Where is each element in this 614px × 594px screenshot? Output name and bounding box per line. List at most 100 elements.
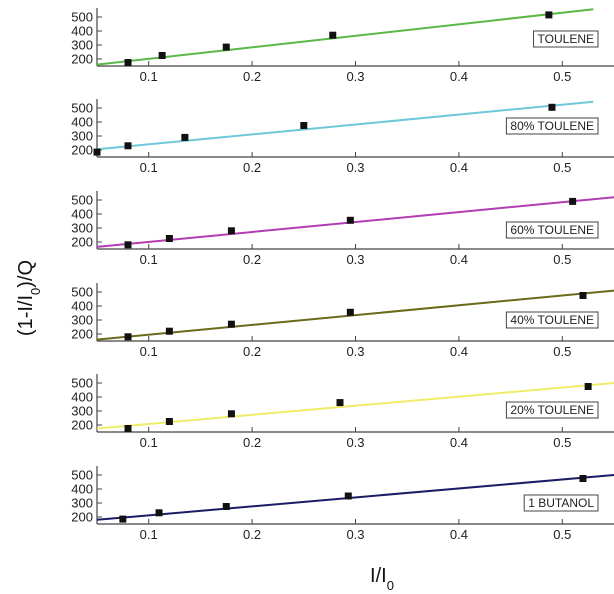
data-point xyxy=(165,418,173,425)
data-point xyxy=(336,399,344,407)
fit-line xyxy=(96,8,594,66)
legend-label: 60% TOULENE xyxy=(510,223,594,237)
x-tick-label: 0.3 xyxy=(346,160,364,175)
legend-box xyxy=(505,221,599,239)
x-tick-label: 0.1 xyxy=(140,435,158,450)
data-point xyxy=(346,216,354,224)
data-point xyxy=(300,122,308,129)
x-tick-label: 0.5 xyxy=(553,160,571,175)
x-tick-label: 0.3 xyxy=(346,527,364,542)
y-tick-label: 300 xyxy=(71,404,93,419)
y-tick-label: 200 xyxy=(71,143,93,158)
x-tick-label: 0.1 xyxy=(140,344,158,359)
y-tick-label: 500 xyxy=(71,101,93,116)
y-tick-label: 300 xyxy=(71,313,93,328)
fit-line xyxy=(96,100,594,151)
legend-label: 40% TOULENE xyxy=(510,313,594,327)
y-tick-label: 200 xyxy=(71,510,93,525)
data-point xyxy=(579,292,587,299)
y-tick-label: 400 xyxy=(71,482,93,497)
x-tick-label: 0.2 xyxy=(243,69,261,84)
data-point xyxy=(165,235,173,242)
x-tick-label: 0.4 xyxy=(450,344,468,359)
y-tick-label: 200 xyxy=(71,327,93,342)
legend-box xyxy=(533,30,599,48)
data-point xyxy=(124,333,132,341)
legend-box xyxy=(505,311,599,329)
data-point xyxy=(119,515,127,523)
x-tick-label: 0.2 xyxy=(243,344,261,359)
y-tick-label: 500 xyxy=(71,285,93,300)
data-point xyxy=(569,197,577,205)
data-point xyxy=(155,509,163,517)
fit-line xyxy=(96,196,614,248)
legend-label: TOULENE xyxy=(538,32,594,46)
fit-line xyxy=(96,474,614,521)
y-tick-label: 500 xyxy=(71,376,93,391)
data-point xyxy=(124,241,132,249)
data-point xyxy=(227,410,235,418)
data-point xyxy=(329,31,337,39)
data-point xyxy=(227,227,235,235)
data-point xyxy=(548,103,556,111)
data-point xyxy=(165,327,173,335)
x-tick-label: 0.2 xyxy=(243,527,261,542)
data-point xyxy=(124,59,132,66)
x-tick-label: 0.5 xyxy=(553,527,571,542)
y-tick-label: 500 xyxy=(71,10,93,25)
y-tick-label: 300 xyxy=(71,38,93,53)
x-tick-label: 0.5 xyxy=(553,252,571,267)
x-tick-label: 0.2 xyxy=(243,252,261,267)
legend-box xyxy=(505,401,599,419)
legend-box xyxy=(505,117,599,135)
data-point xyxy=(545,11,553,19)
y-tick-label: 400 xyxy=(71,24,93,39)
y-tick-label: 400 xyxy=(71,207,93,222)
x-tick-label: 0.5 xyxy=(553,69,571,84)
data-point xyxy=(346,308,354,316)
x-tick-label: 0.2 xyxy=(243,160,261,175)
x-tick-label: 0.1 xyxy=(140,252,158,267)
y-tick-label: 300 xyxy=(71,129,93,144)
y-tick-label: 300 xyxy=(71,221,93,236)
y-tick-label: 200 xyxy=(71,235,93,250)
x-tick-label: 0.4 xyxy=(450,527,468,542)
y-tick-label: 400 xyxy=(71,390,93,405)
data-point xyxy=(124,425,132,432)
x-tick-label: 0.1 xyxy=(140,160,158,175)
x-tick-label: 0.4 xyxy=(450,69,468,84)
legend-label: 80% TOULENE xyxy=(510,119,594,133)
legend-label: 20% TOULENE xyxy=(510,403,594,417)
data-point xyxy=(579,475,587,482)
data-point xyxy=(227,320,235,328)
data-point xyxy=(584,383,592,390)
x-tick-label: 0.4 xyxy=(450,435,468,450)
fit-line xyxy=(96,382,614,430)
data-point xyxy=(344,492,352,500)
data-point xyxy=(93,148,101,156)
x-tick-label: 0.1 xyxy=(140,527,158,542)
x-tick-label: 0.3 xyxy=(346,252,364,267)
x-tick-label: 0.2 xyxy=(243,435,261,450)
y-tick-label: 300 xyxy=(71,496,93,511)
y-tick-label: 500 xyxy=(71,193,93,208)
x-tick-label: 0.5 xyxy=(553,435,571,450)
data-point xyxy=(181,133,189,141)
x-axis-title: I/I0 xyxy=(370,565,394,593)
x-tick-label: 0.3 xyxy=(346,344,364,359)
y-axis-title: (1-I/I0)/Q xyxy=(15,260,43,336)
y-tick-label: 200 xyxy=(71,52,93,67)
y-tick-label: 200 xyxy=(71,418,93,433)
data-point xyxy=(124,142,132,150)
x-tick-label: 0.3 xyxy=(346,435,364,450)
y-tick-label: 500 xyxy=(71,468,93,483)
x-tick-label: 0.4 xyxy=(450,252,468,267)
data-point xyxy=(222,503,230,510)
legend-label: 1 BUTANOL xyxy=(528,496,594,510)
